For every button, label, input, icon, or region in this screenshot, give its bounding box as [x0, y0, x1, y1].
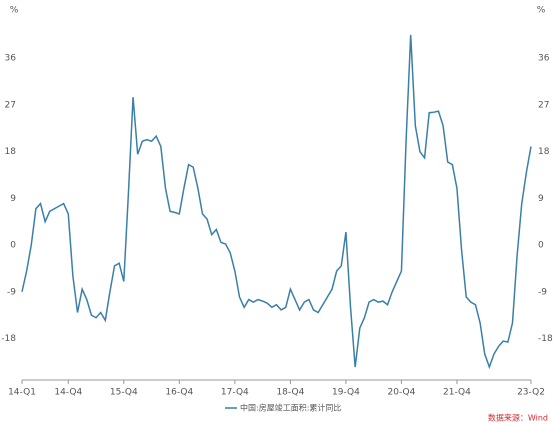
y2-tick-label: -9: [538, 287, 547, 297]
x-tick-label: 23-Q2: [517, 388, 545, 398]
y-tick-label: 0: [10, 241, 16, 251]
x-tick-label: 16-Q4: [165, 388, 193, 398]
x-tick-label: 17-Q4: [221, 388, 249, 398]
x-tick-label: 19-Q4: [332, 388, 360, 398]
y-unit: %: [10, 6, 19, 16]
y-tick-label: 27: [5, 100, 16, 110]
y2-tick-label: -18: [538, 334, 553, 344]
y2-tick-label: 9: [538, 194, 544, 204]
y-tick-label: -18: [1, 334, 16, 344]
y-tick-label: 36: [5, 54, 17, 64]
y2-tick-label: 27: [538, 100, 549, 110]
legend-label: 中国:房屋竣工面积:累计同比: [240, 403, 341, 413]
x-tick-label: 21-Q4: [443, 388, 471, 398]
y-tick-label: -9: [7, 287, 16, 297]
x-tick-label: 14-Q1: [8, 388, 36, 398]
x-tick-label: 20-Q4: [388, 388, 416, 398]
y2-tick-label: 0: [538, 241, 544, 251]
x-tick-label: 15-Q4: [110, 388, 138, 398]
y-tick-label: 18: [5, 147, 17, 157]
y-tick-label: 9: [10, 194, 16, 204]
source: 数据来源：Wind: [488, 413, 548, 423]
x-tick-label: 14-Q4: [54, 388, 82, 398]
data-line: [21, 34, 532, 370]
y2-unit: %: [537, 6, 546, 16]
x-tick-label: 18-Q4: [276, 388, 304, 398]
y2-tick-label: 18: [538, 147, 550, 157]
y2-tick-label: 36: [538, 54, 550, 64]
